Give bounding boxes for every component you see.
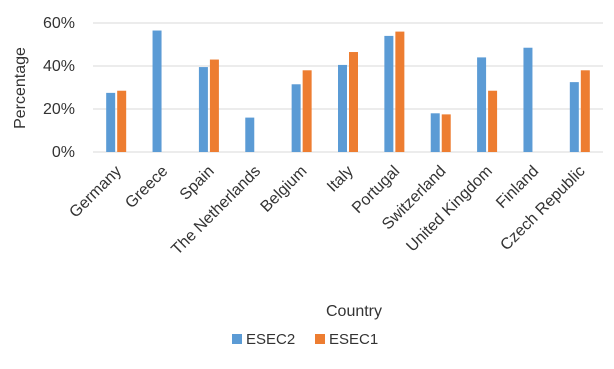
y-tick-label: 0%	[52, 144, 75, 161]
bar-esec1-belgium	[302, 70, 312, 152]
bar-esec2-finland	[523, 47, 533, 152]
gridlines	[93, 22, 603, 153]
bar-esec2-germany	[106, 92, 116, 152]
x-tick-label: Spain	[177, 163, 218, 204]
y-axis-title: Percentage	[12, 47, 29, 129]
bar-esec1-italy	[349, 52, 358, 152]
y-tick-label: 60%	[43, 15, 75, 32]
y-tick-labels: 0% 20% 40% 60%	[43, 15, 75, 161]
bar-esec1-germany	[117, 90, 127, 152]
bar-esec2-spain	[198, 67, 208, 152]
x-tick-label: Czech Republic	[497, 163, 588, 254]
legend-label-esec1: ESEC1	[329, 331, 378, 348]
bars	[106, 30, 590, 153]
x-tick-label: Germany	[66, 163, 125, 222]
bar-esec2-belgium	[291, 84, 301, 152]
bar-esec2-portugal	[384, 35, 394, 152]
bar-esec2-greece	[152, 30, 162, 152]
bar-esec2-the-netherlands	[245, 117, 255, 152]
bar-esec2-czech-republic	[569, 82, 579, 152]
bar-esec1-spain	[209, 59, 219, 152]
legend-swatch-esec1	[315, 334, 325, 344]
legend: ESEC2 ESEC1	[232, 331, 378, 348]
x-tick-label: Belgium	[258, 163, 311, 216]
y-tick-label: 40%	[43, 58, 75, 75]
bar-esec2-united-kingdom	[477, 57, 487, 152]
bar-esec1-czech-republic	[580, 70, 590, 152]
bar-esec1-united-kingdom	[488, 90, 498, 152]
bar-esec1-switzerland	[441, 114, 451, 152]
x-tick-label: United Kingdom	[403, 163, 496, 256]
bar-esec2-switzerland	[430, 113, 440, 152]
bar-esec2-italy	[338, 64, 347, 152]
x-tick-label: The Netherlands	[168, 163, 264, 259]
bar-esec1-portugal	[395, 31, 405, 153]
x-tick-label: Greece	[122, 163, 171, 212]
y-tick-label: 20%	[43, 101, 75, 118]
x-tick-label: Italy	[324, 163, 357, 196]
x-axis-title: Country	[326, 303, 382, 320]
legend-swatch-esec2	[232, 334, 242, 344]
legend-label-esec2: ESEC2	[246, 331, 295, 348]
